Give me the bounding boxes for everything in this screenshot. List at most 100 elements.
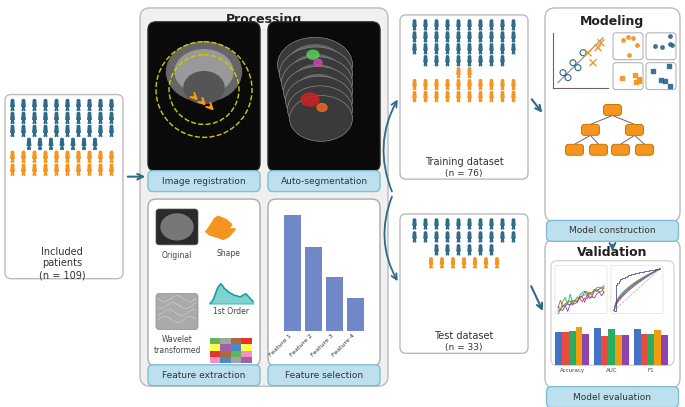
Circle shape [469,68,471,70]
Circle shape [33,100,36,102]
Polygon shape [491,38,493,42]
Polygon shape [435,59,438,62]
Polygon shape [99,167,102,171]
Polygon shape [496,264,497,268]
Polygon shape [495,260,499,264]
Polygon shape [451,260,455,264]
Polygon shape [513,98,515,101]
Circle shape [66,112,69,115]
Circle shape [469,56,471,58]
Circle shape [11,112,14,115]
FancyBboxPatch shape [140,8,388,386]
FancyBboxPatch shape [590,144,608,155]
Polygon shape [468,50,470,54]
Polygon shape [446,35,449,38]
Polygon shape [66,120,68,123]
Circle shape [479,245,482,247]
Polygon shape [512,94,515,98]
Polygon shape [480,86,482,90]
Polygon shape [55,171,57,175]
Polygon shape [33,133,35,136]
Circle shape [99,151,102,154]
Circle shape [99,112,102,115]
Polygon shape [490,247,493,251]
Text: Model evaluation: Model evaluation [573,393,651,402]
Polygon shape [110,103,113,107]
Polygon shape [468,239,470,242]
Polygon shape [424,35,427,38]
Polygon shape [44,171,46,175]
Polygon shape [62,145,64,149]
Polygon shape [22,167,25,171]
Polygon shape [501,94,504,98]
Polygon shape [469,86,471,90]
Circle shape [11,100,14,102]
Point [616,75,627,82]
Circle shape [490,56,493,58]
Text: (n = 76): (n = 76) [445,169,483,178]
Polygon shape [33,129,36,133]
Polygon shape [55,158,57,162]
Polygon shape [436,26,438,30]
Circle shape [413,20,416,22]
Polygon shape [424,26,425,30]
Circle shape [490,245,493,247]
Polygon shape [446,222,449,225]
Polygon shape [11,154,14,158]
Bar [640,334,647,365]
Circle shape [447,80,449,82]
Circle shape [501,20,503,22]
Polygon shape [71,141,75,145]
Polygon shape [512,46,515,50]
Bar [615,335,622,365]
Circle shape [512,92,514,94]
Polygon shape [12,171,14,175]
Polygon shape [440,264,442,268]
Polygon shape [425,225,427,229]
Polygon shape [78,133,80,136]
Polygon shape [473,260,477,264]
Polygon shape [11,167,14,171]
Polygon shape [29,145,30,149]
Polygon shape [436,225,438,229]
Polygon shape [99,133,101,136]
Polygon shape [414,38,416,42]
Circle shape [512,219,514,221]
Polygon shape [77,129,80,133]
Point [656,44,667,50]
Polygon shape [56,158,58,162]
Polygon shape [479,82,482,86]
Polygon shape [414,86,416,90]
Polygon shape [413,86,414,90]
Polygon shape [457,235,460,239]
Polygon shape [424,86,425,90]
FancyBboxPatch shape [566,144,584,155]
Polygon shape [413,46,416,50]
Polygon shape [82,141,86,145]
Polygon shape [462,264,464,268]
Polygon shape [490,82,493,86]
Polygon shape [435,86,436,90]
Polygon shape [491,26,493,30]
Polygon shape [22,171,23,175]
Polygon shape [446,62,447,66]
Polygon shape [479,38,481,42]
FancyBboxPatch shape [547,387,679,407]
Polygon shape [468,86,470,90]
FancyBboxPatch shape [5,94,123,279]
Polygon shape [479,23,482,26]
Polygon shape [435,82,438,86]
Polygon shape [491,225,493,229]
Text: AUC: AUC [606,368,617,373]
Polygon shape [22,116,25,120]
Text: Texture: Texture [217,365,245,374]
Circle shape [413,44,416,46]
Text: 1st Order: 1st Order [213,306,249,315]
Circle shape [469,80,471,82]
Polygon shape [480,239,482,242]
Polygon shape [501,98,503,101]
Circle shape [11,151,14,154]
Bar [595,328,601,365]
Polygon shape [502,26,504,30]
Polygon shape [457,70,460,74]
